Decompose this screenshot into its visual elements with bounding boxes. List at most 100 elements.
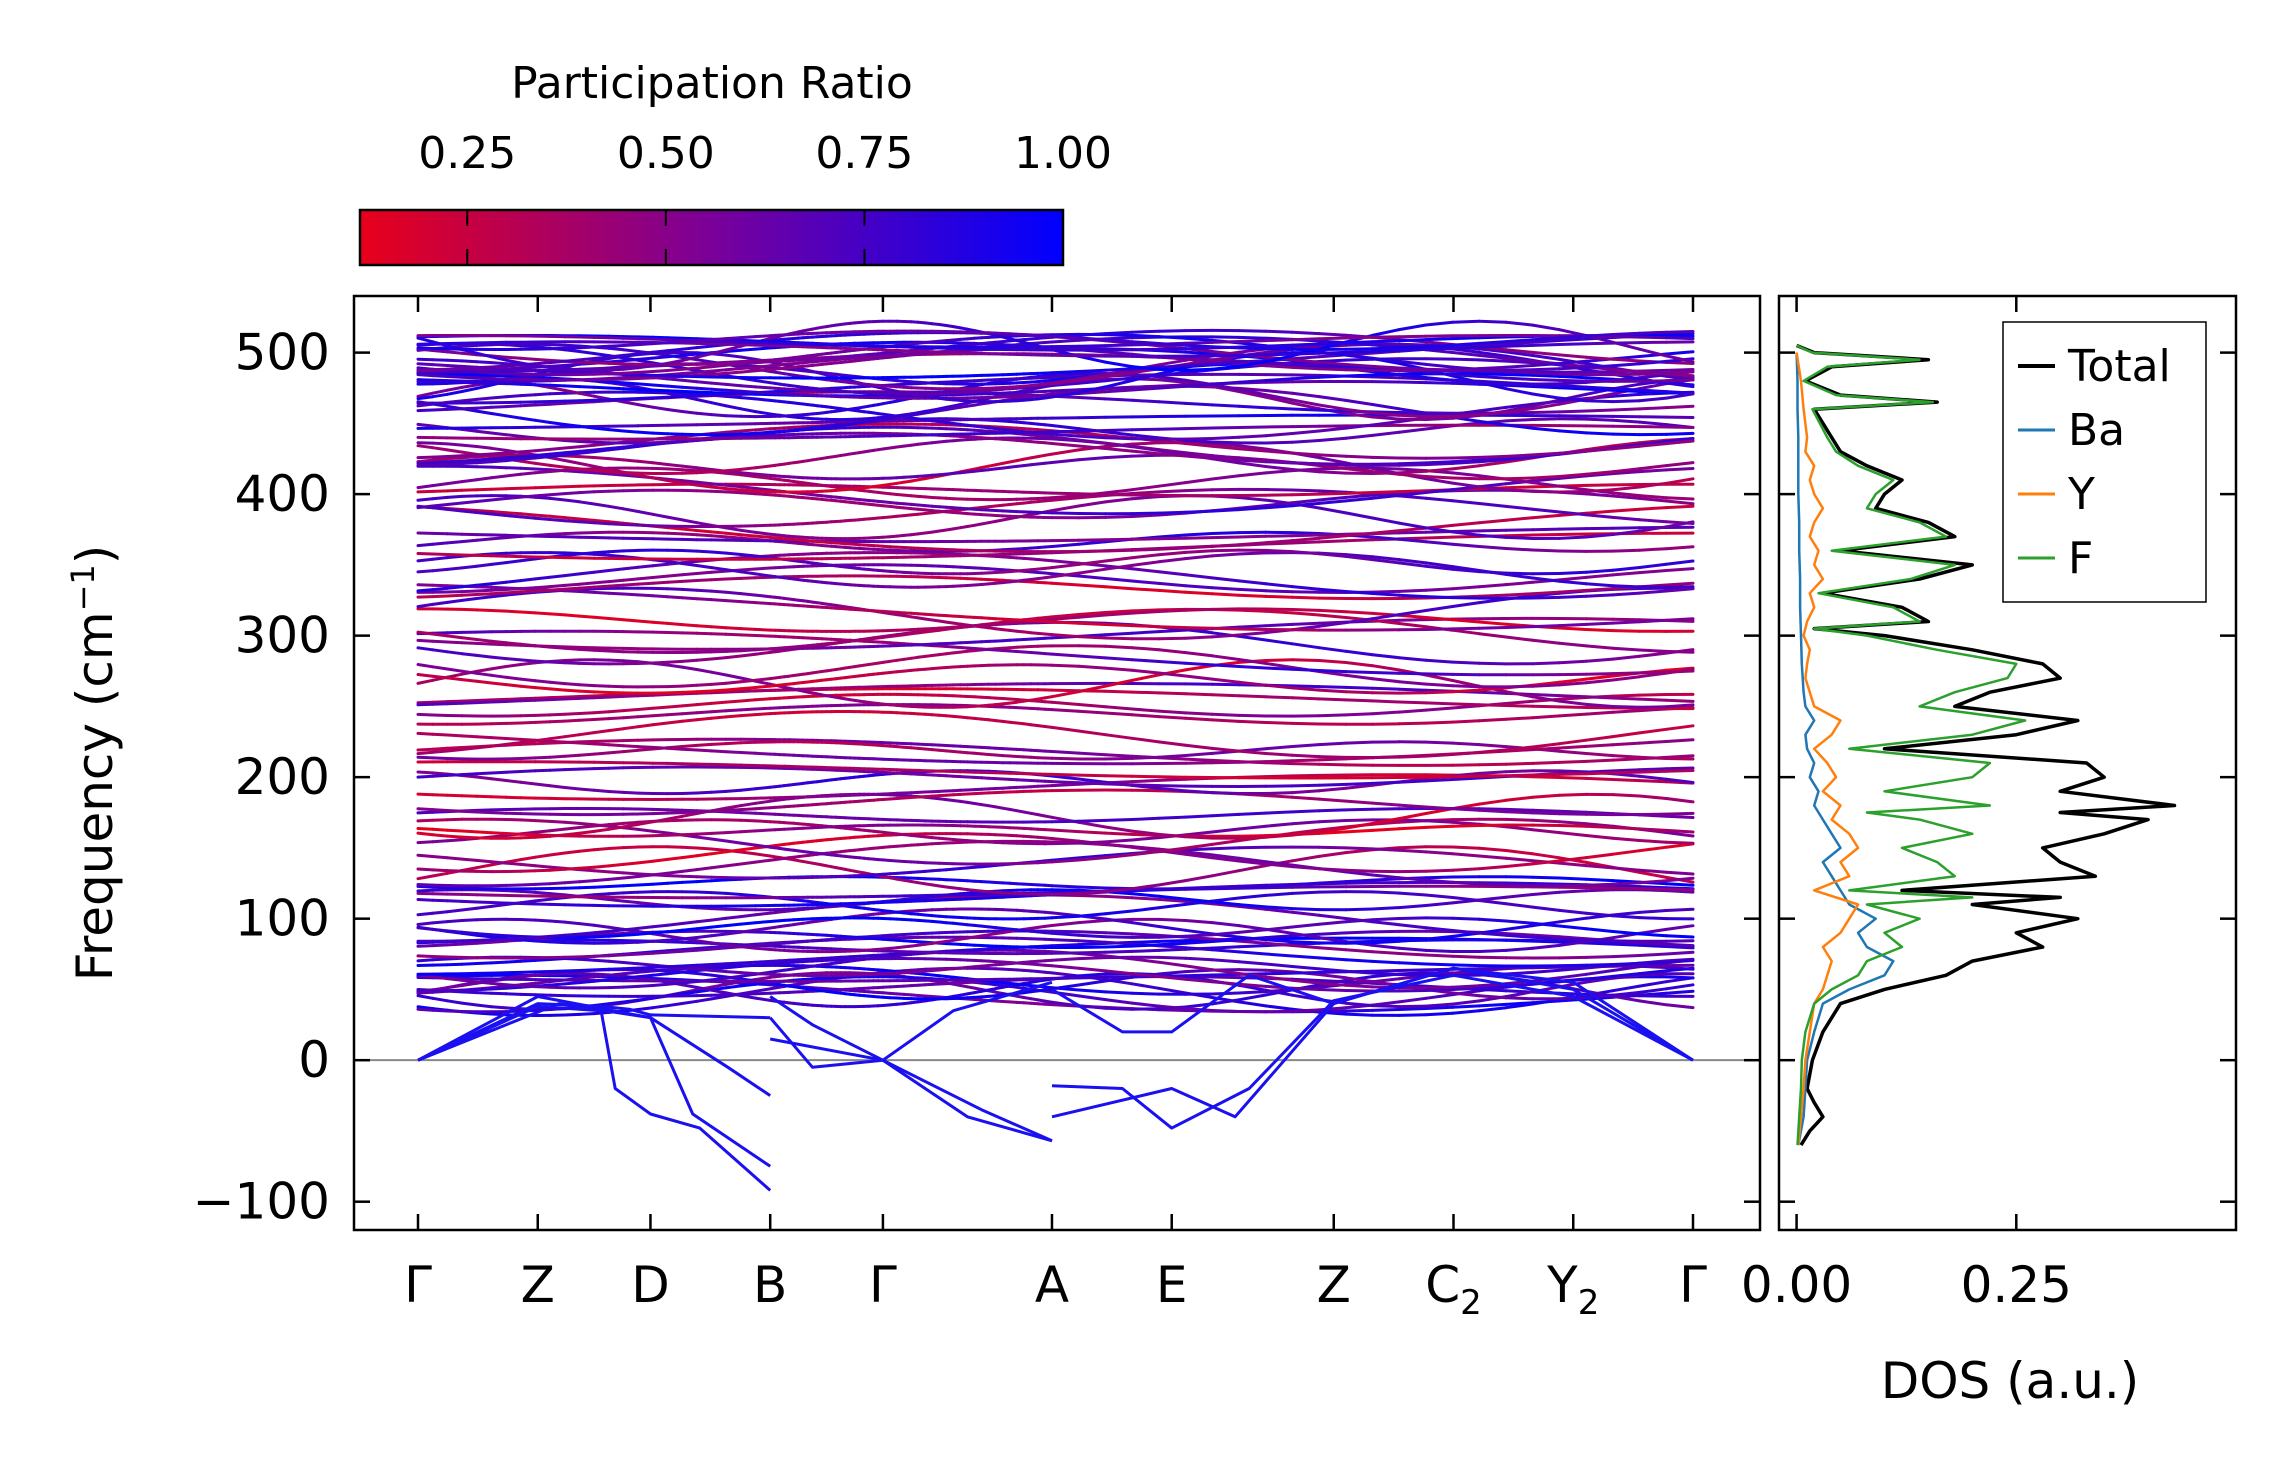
optical-band [1399,1009,1426,1010]
optical-band [1292,797,1319,799]
optical-band [1506,904,1533,907]
optical-band [1292,973,1319,974]
optical-band [535,936,550,937]
optical-band [1640,771,1667,772]
optical-band [1426,780,1453,781]
optical-band [521,820,536,821]
optical-band [1105,911,1132,914]
optical-band [506,665,521,667]
optical-band [535,784,550,786]
optical-band [741,965,756,966]
optical-band [1239,962,1266,964]
optical-band [653,813,668,814]
optical-band [565,742,580,743]
optical-band [491,903,506,904]
optical-band [1506,819,1533,820]
optical-band [1266,1006,1293,1009]
optical-band [1426,674,1453,675]
optical-band [491,862,506,863]
optical-band [477,982,492,984]
optical-band [682,720,697,722]
optical-band [1239,866,1266,871]
optical-band [1212,665,1239,667]
optical-band [550,697,565,698]
optical-band [1105,844,1132,847]
optical-band [609,886,624,887]
optical-band [682,793,697,794]
optical-band [1132,785,1159,786]
optical-band [433,748,448,749]
optical-band [506,961,521,962]
optical-band [624,750,639,751]
optical-band [1266,964,1293,967]
optical-band [1586,754,1613,756]
optical-band [1186,935,1213,937]
optical-band [1453,854,1480,856]
optical-band [712,833,727,834]
optical-band [418,913,433,914]
optical-band [1266,954,1293,956]
optical-band [1560,918,1587,922]
optical-band [521,663,536,665]
optical-band [521,864,536,865]
optical-band [741,753,756,754]
optical-band [1292,698,1319,699]
optical-band [1533,877,1560,878]
optical-band [1479,897,1506,900]
optical-band [477,832,492,833]
optical-band [433,758,448,759]
optical-band [697,868,712,870]
optical-band [1399,820,1426,821]
optical-band [1079,981,1106,985]
optical-band [1613,868,1640,870]
optical-band [653,952,668,953]
optical-band [1319,847,1346,848]
optical-band [1533,941,1560,942]
optical-band [624,824,639,827]
optical-band [1319,915,1346,918]
optical-band [1560,701,1587,704]
optical-band [1319,661,1346,663]
optical-band [609,955,624,956]
optical-band [609,792,624,793]
optical-band [433,998,448,1001]
optical-band [1346,870,1373,871]
optical-band [506,772,521,773]
optical-band [594,712,609,713]
optical-band [1346,991,1373,992]
optical-band [1212,977,1239,978]
optical-band [579,981,594,982]
optical-band [433,835,448,836]
optical-band [1346,909,1373,910]
optical-band [1132,908,1159,911]
optical-band [1560,910,1587,913]
optical-band [1533,937,1560,939]
optical-band [1052,784,1079,785]
optical-band [1613,886,1640,887]
optical-band [594,686,609,687]
optical-band [1560,794,1587,795]
optical-band [418,890,433,891]
optical-band [535,715,550,716]
optical-band [1105,933,1132,934]
optical-band [1640,1001,1667,1005]
optical-band [1346,663,1373,666]
optical-band [682,705,697,706]
optical-band [462,943,477,944]
optical-band [682,713,697,714]
optical-band [1479,968,1506,969]
optical-band [418,757,433,758]
optical-band [1346,830,1373,832]
optical-band [1586,888,1613,889]
optical-band [521,771,536,772]
optical-band [1586,879,1613,880]
optical-band [697,980,712,982]
optical-band [1399,673,1426,674]
optical-band [462,703,477,704]
optical-band [1239,984,1266,986]
optical-band [1426,852,1453,854]
optical-band [712,791,727,792]
optical-band [1159,941,1186,942]
optical-band [741,709,756,710]
optical-band [1586,745,1613,747]
